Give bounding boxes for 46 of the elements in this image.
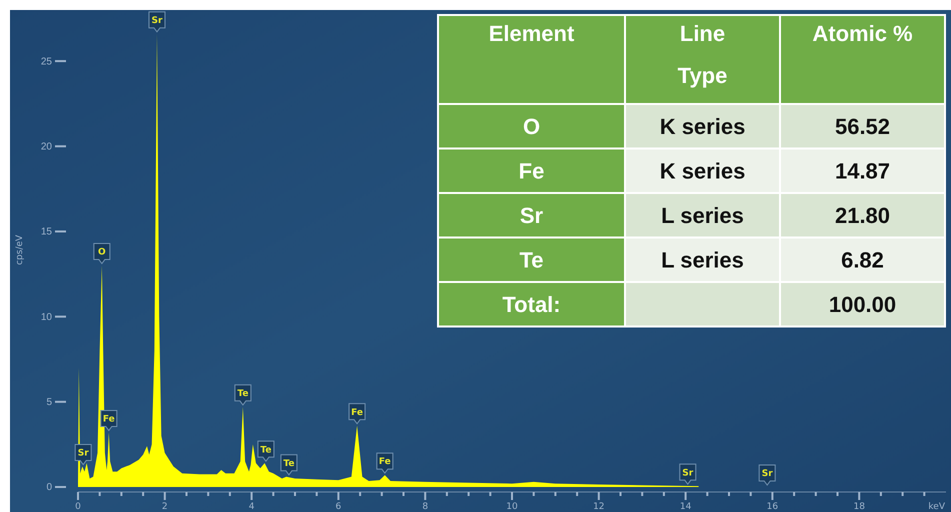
y-axis-title: cps/eV — [15, 234, 25, 266]
y-tick-label: 10 — [40, 312, 52, 323]
text: 6.82 — [841, 247, 884, 272]
text: 14.87 — [834, 158, 890, 184]
y-tick-label: 15 — [40, 226, 52, 238]
category-label: Total: — [502, 292, 561, 317]
x-tick-label: 8 — [422, 502, 428, 512]
annotation: Fe — [378, 457, 391, 468]
y-tick-label: 25 — [40, 56, 52, 68]
x-tick-label: 14 — [680, 502, 692, 512]
annotation: Fe — [351, 408, 364, 418]
category-label: O — [522, 114, 540, 139]
x-tick-label: 16 — [766, 502, 778, 512]
annotation: Te — [237, 389, 248, 400]
annotation: Sr — [78, 448, 90, 459]
annotation: Sr — [762, 469, 774, 480]
annotation: Te — [283, 458, 294, 469]
text: 100.00 — [828, 292, 896, 317]
text: K series — [660, 158, 746, 184]
x-tick-label: 12 — [593, 502, 605, 512]
text: L series — [661, 202, 744, 228]
category-label: Te — [519, 247, 544, 272]
category-label: Line Type — [678, 21, 728, 88]
y-tick-label: 5 — [46, 397, 52, 408]
text: K series — [660, 114, 746, 139]
y-tick-label: 0 — [46, 482, 52, 494]
x-tick-label: 18 — [853, 502, 866, 512]
annotation: Fe — [102, 414, 115, 425]
category-label: Element — [488, 21, 575, 46]
annotation: Sr — [152, 16, 164, 26]
annotation: Te — [260, 445, 272, 456]
category-label: Fe — [518, 158, 544, 184]
text: 21.80 — [834, 202, 890, 228]
x-tick-label: 6 — [336, 502, 342, 512]
annotation: Sr — [682, 468, 694, 478]
category-label: Sr — [520, 202, 544, 228]
x-axis-title: keV — [928, 502, 946, 512]
text: 56.52 — [834, 114, 890, 139]
annotation: O — [98, 248, 106, 258]
x-tick-label: 0 — [75, 502, 82, 512]
text: L series — [661, 247, 744, 272]
x-tick-label: 4 — [248, 502, 255, 512]
x-tick-label: 10 — [506, 502, 518, 512]
y-tick-label: 20 — [40, 141, 52, 152]
category-label: Atomic % — [812, 21, 913, 46]
x-tick-label: 2 — [162, 502, 168, 512]
